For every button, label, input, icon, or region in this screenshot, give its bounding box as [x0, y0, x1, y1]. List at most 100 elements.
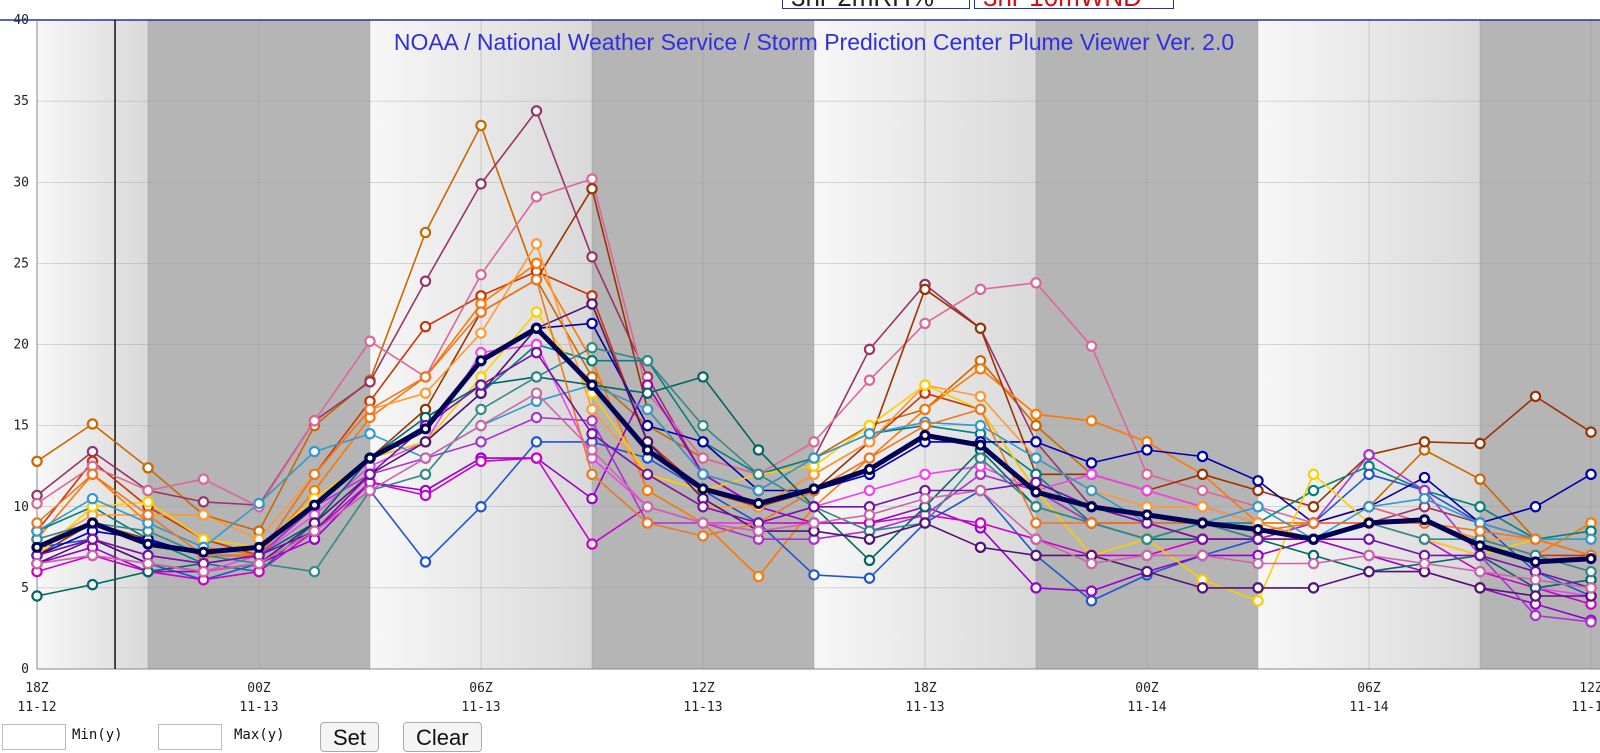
- data-point[interactable]: [1307, 582, 1320, 594]
- data-point[interactable]: [31, 557, 43, 570]
- data-point[interactable]: [752, 525, 765, 537]
- data-point[interactable]: [198, 546, 209, 558]
- data-point[interactable]: [1474, 549, 1486, 562]
- data-point[interactable]: [919, 492, 931, 505]
- data-point[interactable]: [752, 570, 765, 583]
- data-point[interactable]: [863, 452, 876, 464]
- data-point[interactable]: [1585, 616, 1597, 628]
- data-point[interactable]: [364, 428, 376, 440]
- data-point[interactable]: [1030, 582, 1042, 594]
- data-point[interactable]: [863, 428, 876, 440]
- data-point[interactable]: [586, 428, 598, 440]
- data-point[interactable]: [641, 387, 654, 399]
- data-point[interactable]: [1030, 501, 1042, 513]
- data-point[interactable]: [86, 468, 99, 480]
- data-point[interactable]: [1085, 468, 1098, 480]
- data-point[interactable]: [974, 517, 987, 529]
- data-point[interactable]: [586, 342, 598, 354]
- data-point[interactable]: [1530, 556, 1541, 568]
- data-point[interactable]: [142, 462, 154, 474]
- data-point[interactable]: [419, 489, 432, 502]
- data-point[interactable]: [1196, 450, 1209, 463]
- data-point[interactable]: [1307, 468, 1320, 480]
- data-point[interactable]: [475, 269, 487, 281]
- data-point[interactable]: [697, 501, 709, 513]
- data-point[interactable]: [1030, 419, 1042, 432]
- data-point[interactable]: [1308, 533, 1319, 545]
- data-point[interactable]: [1252, 475, 1264, 487]
- data-point[interactable]: [1418, 436, 1431, 448]
- data-point[interactable]: [308, 445, 321, 458]
- data-point[interactable]: [475, 327, 487, 339]
- data-point[interactable]: [308, 525, 321, 537]
- data-point[interactable]: [1141, 565, 1153, 578]
- data-point[interactable]: [530, 238, 543, 250]
- data-point[interactable]: [475, 178, 487, 190]
- data-point[interactable]: [808, 569, 820, 581]
- data-point[interactable]: [808, 452, 820, 464]
- data-point[interactable]: [697, 517, 709, 529]
- data-point[interactable]: [752, 484, 765, 497]
- data-point[interactable]: [197, 509, 210, 521]
- data-point[interactable]: [919, 468, 931, 480]
- data-point[interactable]: [87, 517, 98, 529]
- data-point[interactable]: [1141, 533, 1153, 545]
- data-point[interactable]: [1030, 277, 1042, 289]
- max-y-input[interactable]: [158, 724, 222, 750]
- data-point[interactable]: [1085, 585, 1098, 597]
- data-point[interactable]: [974, 452, 987, 464]
- data-point[interactable]: [1529, 574, 1542, 586]
- data-point[interactable]: [641, 517, 654, 529]
- data-point[interactable]: [1085, 517, 1098, 529]
- data-point[interactable]: [919, 283, 931, 296]
- data-point[interactable]: [1474, 540, 1486, 552]
- data-point[interactable]: [753, 498, 764, 510]
- data-point[interactable]: [530, 436, 543, 448]
- data-point[interactable]: [364, 484, 376, 497]
- data-point[interactable]: [697, 436, 709, 448]
- data-point[interactable]: [475, 436, 487, 448]
- tab-wind[interactable]: 3hr-10mWND: [974, 0, 1174, 9]
- data-point[interactable]: [863, 343, 876, 356]
- data-point[interactable]: [919, 317, 931, 330]
- data-point[interactable]: [31, 541, 43, 553]
- data-point[interactable]: [1085, 457, 1098, 469]
- data-point[interactable]: [475, 119, 487, 132]
- data-point[interactable]: [142, 557, 154, 570]
- data-point[interactable]: [530, 273, 543, 286]
- data-point[interactable]: [697, 371, 709, 383]
- data-point[interactable]: [863, 572, 876, 584]
- data-point[interactable]: [586, 317, 598, 330]
- data-point[interactable]: [1252, 557, 1264, 570]
- data-point[interactable]: [31, 497, 43, 510]
- data-point[interactable]: [808, 483, 820, 495]
- data-point[interactable]: [641, 468, 654, 480]
- data-point[interactable]: [1030, 517, 1042, 529]
- data-point[interactable]: [1474, 473, 1486, 485]
- series-member-22[interactable]: [31, 387, 1597, 594]
- data-point[interactable]: [1363, 501, 1375, 513]
- set-button[interactable]: Set: [320, 722, 380, 752]
- data-point[interactable]: [974, 541, 987, 554]
- data-point[interactable]: [475, 379, 487, 391]
- data-point[interactable]: [86, 549, 99, 562]
- data-point[interactable]: [1529, 390, 1542, 403]
- data-point[interactable]: [975, 439, 986, 451]
- data-point[interactable]: [1363, 449, 1375, 461]
- data-point[interactable]: [419, 436, 432, 448]
- data-point[interactable]: [808, 501, 820, 513]
- data-point[interactable]: [1363, 533, 1375, 545]
- data-point[interactable]: [1085, 340, 1098, 352]
- data-point[interactable]: [1529, 533, 1542, 545]
- data-point[interactable]: [974, 403, 987, 416]
- data-point[interactable]: [974, 322, 987, 334]
- data-point[interactable]: [1030, 549, 1042, 562]
- data-point[interactable]: [1474, 525, 1486, 537]
- data-point[interactable]: [1363, 565, 1375, 578]
- data-point[interactable]: [1585, 533, 1597, 545]
- data-point[interactable]: [697, 419, 709, 432]
- data-point[interactable]: [808, 436, 820, 448]
- data-point[interactable]: [142, 484, 154, 497]
- data-point[interactable]: [1418, 471, 1431, 484]
- data-point[interactable]: [586, 444, 598, 456]
